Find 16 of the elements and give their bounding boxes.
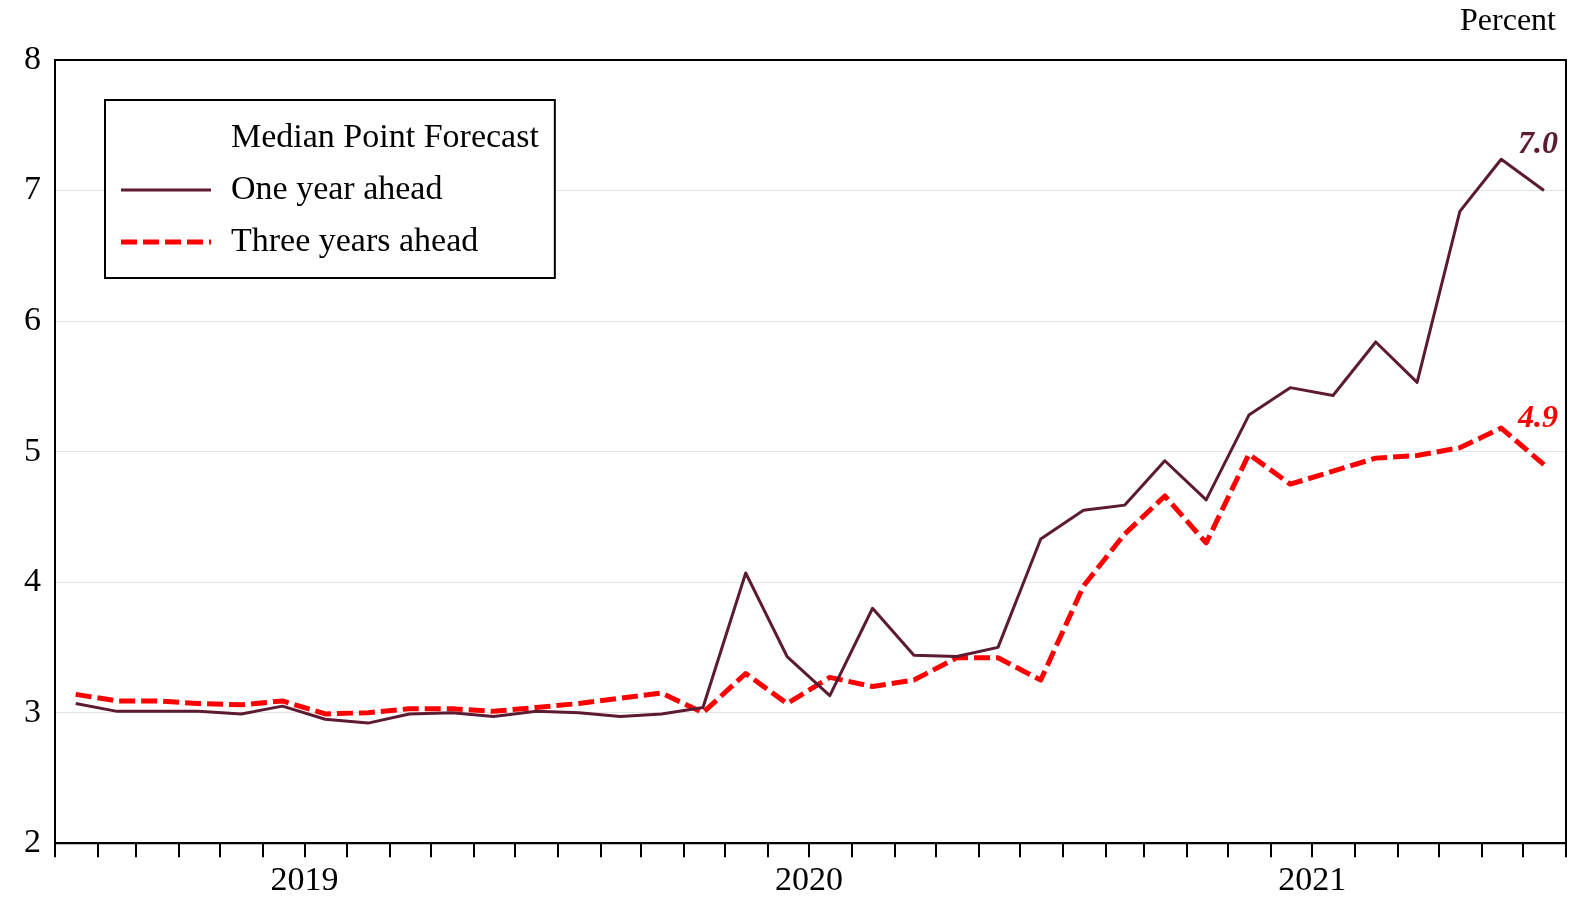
annotation: 4.9 bbox=[1516, 397, 1558, 434]
x-tick-label: 2020 bbox=[775, 859, 844, 897]
y-tick-label: 4 bbox=[24, 561, 41, 599]
y-tick-label: 3 bbox=[24, 691, 41, 729]
y-tick-label: 7 bbox=[24, 169, 41, 207]
x-tick-label: 2021 bbox=[1278, 859, 1347, 897]
legend-label: Three years ahead bbox=[231, 220, 479, 258]
y-tick-label: 6 bbox=[24, 299, 41, 337]
y-axis-title: Percent bbox=[1460, 1, 1557, 38]
y-tick-label: 8 bbox=[24, 38, 41, 76]
x-tick-label: 2019 bbox=[270, 859, 339, 897]
legend-title: Median Point Forecast bbox=[231, 116, 540, 154]
y-tick-label: 2 bbox=[24, 822, 41, 860]
y-tick-label: 5 bbox=[24, 430, 41, 468]
legend-label: One year ahead bbox=[231, 168, 443, 206]
annotation: 7.0 bbox=[1517, 123, 1558, 160]
